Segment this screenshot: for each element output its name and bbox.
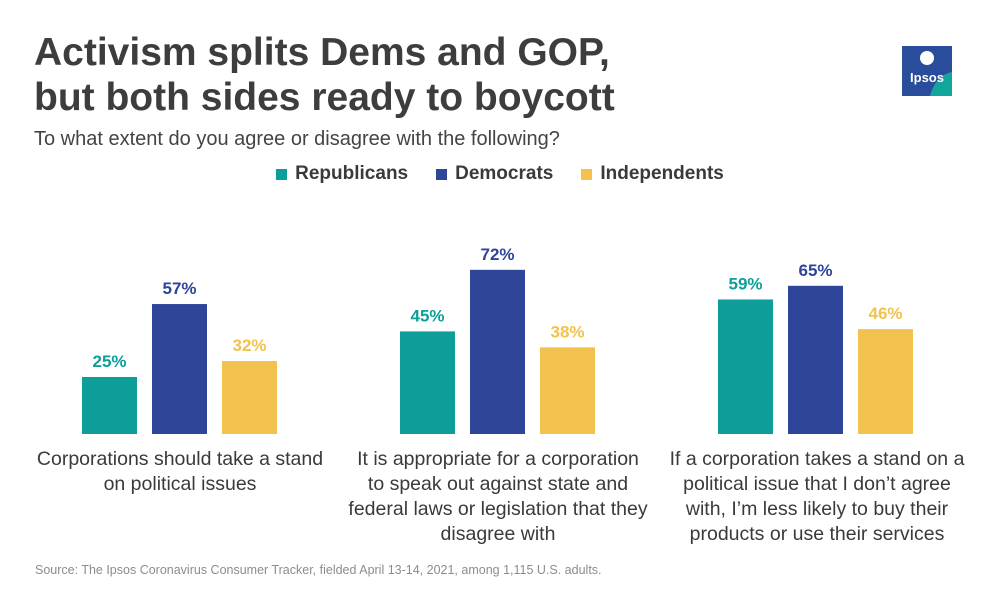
- legend-item-democrats: Democrats: [436, 163, 553, 185]
- legend-swatch-republicans: [276, 168, 288, 180]
- bar-democrats-cat3: [788, 285, 843, 434]
- bar-democrats-cat2: [470, 269, 525, 434]
- data-label-republicans-cat2: 45%: [410, 306, 444, 325]
- legend-label-republicans: Republicans: [295, 163, 409, 184]
- logo-head-shape: [920, 51, 934, 65]
- category-label-2-line-3: federal laws or legislation that they: [348, 498, 648, 520]
- bar-independents-cat1: [222, 361, 277, 434]
- category-label-3-line-3: with, I’m less likely to buy their: [685, 498, 949, 520]
- chart-title: Activism splits Dems and GOP, but both s…: [34, 30, 814, 120]
- data-label-independents-cat3: 46%: [868, 304, 902, 323]
- data-label-republicans-cat3: 59%: [728, 274, 762, 293]
- data-label-republicans-cat1: 25%: [92, 352, 126, 371]
- ipsos-logo-icon: Ipsos: [902, 46, 952, 96]
- data-label-independents-cat2: 38%: [550, 322, 584, 341]
- category-label-1-line-2: on political issues: [103, 473, 257, 495]
- bar-republicans-cat1: [82, 377, 137, 434]
- category-label-2-line-2: to speak out against state and: [367, 473, 629, 495]
- title-line-2: but both sides ready to boycott: [34, 76, 615, 119]
- title-line-1: Activism splits Dems and GOP,: [34, 31, 610, 74]
- category-label-1-line-1: Corporations should take a stand: [36, 448, 324, 470]
- bar-chart: 25% 45% 59% 57% 72% 65% 32% 38% 46%: [82, 245, 913, 434]
- category-label-2-line-4: disagree with: [440, 523, 556, 545]
- chart-subtitle: To what extent do you agree or disagree …: [34, 128, 560, 150]
- data-label-democrats-cat2: 72%: [480, 245, 514, 264]
- bar-republicans-cat2: [400, 331, 455, 434]
- source-note: Source: The Ipsos Coronavirus Consumer T…: [35, 563, 602, 577]
- legend-item-independents: Independents: [581, 163, 724, 185]
- data-label-democrats-cat3: 65%: [798, 261, 832, 280]
- category-label-2-line-1: It is appropriate for a corporation: [357, 448, 639, 470]
- category-label-3: If a corporation takes a stand on a polit…: [652, 447, 982, 547]
- logo-text: Ipsos: [910, 70, 944, 85]
- data-label-independents-cat1: 32%: [232, 336, 266, 355]
- logo-accent-shape: [930, 72, 952, 96]
- legend-swatch-democrats: [436, 168, 448, 180]
- legend-label-independents: Independents: [600, 163, 724, 184]
- data-label-democrats-cat1: 57%: [162, 279, 196, 298]
- category-label-3-line-1: If a corporation takes a stand on a: [669, 448, 965, 470]
- category-label-3-line-4: products or use their services: [689, 523, 945, 545]
- bar-republicans-cat3: [718, 299, 773, 434]
- bar-independents-cat2: [540, 347, 595, 434]
- bar-independents-cat3: [858, 329, 913, 434]
- category-label-1: Corporations should take a stand on polit…: [20, 447, 340, 497]
- legend-item-republicans: Republicans: [276, 163, 408, 185]
- legend-label-democrats: Democrats: [455, 163, 554, 184]
- category-label-3-line-2: political issue that I don’t agree: [683, 473, 951, 495]
- legend-swatch-independents: [581, 168, 593, 180]
- bar-democrats-cat1: [152, 304, 207, 434]
- chart-legend: Republicans Democrats Independents: [0, 163, 1000, 185]
- category-label-2: It is appropriate for a corporation to sp…: [338, 447, 658, 547]
